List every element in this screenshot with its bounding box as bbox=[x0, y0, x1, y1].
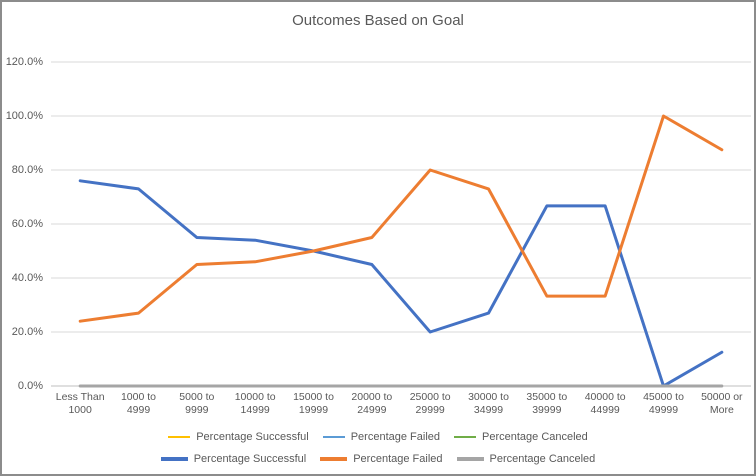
x-axis-label-line: 45000 to bbox=[643, 391, 684, 403]
x-axis-label-line: 24999 bbox=[357, 404, 387, 416]
x-axis-label-line: 1000 to bbox=[120, 391, 157, 403]
x-axis-label-line: More bbox=[709, 404, 734, 416]
legend-row: Percentage Successful Percentage Failed Pe… bbox=[2, 453, 754, 465]
x-axis-label-line: 40000 to bbox=[584, 391, 626, 403]
legend-row: Percentage Successful Percentage Failed Pe… bbox=[2, 431, 754, 443]
y-axis-label: 120.0% bbox=[5, 56, 43, 68]
x-axis-label: 1000 to 4999 bbox=[109, 391, 169, 417]
legend-label: Percentage Canceled bbox=[489, 453, 596, 465]
legend-label: Percentage Canceled bbox=[482, 431, 588, 443]
x-axis-label-line: 49999 bbox=[648, 404, 679, 416]
x-axis-label: 15000 to 19999 bbox=[284, 391, 344, 417]
x-axis-label-line: 44999 bbox=[590, 404, 620, 416]
legend-swatch-percentage-successful bbox=[168, 436, 191, 438]
series-line-percentage-successful bbox=[78, 179, 724, 388]
legend-swatch-percentage-failed bbox=[322, 436, 345, 438]
x-axis-label-line: 39999 bbox=[532, 404, 562, 416]
x-axis-label: 5000 to 9999 bbox=[167, 391, 227, 417]
x-axis-label-line: 20000 to bbox=[351, 391, 393, 403]
x-axis-label: 30000 to 34999 bbox=[459, 391, 519, 417]
x-axis-label: 25000 to 29999 bbox=[400, 391, 460, 417]
x-axis-label-line: 14999 bbox=[240, 404, 270, 416]
y-axis-label: 20.0% bbox=[11, 326, 43, 338]
legend-item: Percentage Failed bbox=[322, 431, 440, 443]
legend-swatch-percentage-canceled bbox=[456, 457, 484, 461]
x-axis-label-line: 9999 bbox=[185, 404, 209, 416]
x-axis-label-line: 50000 or bbox=[701, 391, 743, 403]
x-axis-label-line: 34999 bbox=[473, 404, 504, 416]
legend-label: Percentage Failed bbox=[353, 453, 443, 465]
chart-title: Outcomes Based on Goal bbox=[292, 12, 464, 29]
legend-item: Percentage Failed bbox=[320, 453, 443, 465]
x-axis-label-line: 15000 to bbox=[293, 391, 334, 403]
series-line-percentage-failed bbox=[78, 114, 724, 323]
x-axis-label-line: 29999 bbox=[415, 404, 445, 416]
legend-label: Percentage Successful bbox=[196, 431, 309, 443]
y-axis-label: 60.0% bbox=[11, 218, 43, 230]
x-axis-label: 10000 to 14999 bbox=[225, 391, 285, 417]
y-axis-label: 40.0% bbox=[11, 272, 43, 284]
legend-item: Percentage Canceled bbox=[456, 453, 596, 465]
y-axis-label: 80.0% bbox=[11, 164, 43, 176]
x-axis-label: Less Than 1000 bbox=[50, 391, 110, 417]
legend-item: Percentage Canceled bbox=[454, 431, 588, 443]
legend-item: Percentage Successful bbox=[168, 431, 309, 443]
x-axis-label-line: 30000 to bbox=[468, 391, 509, 403]
legend-item: Percentage Successful bbox=[160, 453, 307, 465]
x-axis-label-line: 5000 to bbox=[179, 391, 215, 403]
x-axis-label-line: 10000 to bbox=[234, 391, 276, 403]
legend-label: Percentage Successful bbox=[193, 453, 307, 465]
legend-swatch-percentage-failed bbox=[320, 457, 348, 461]
y-axis-label: 100.0% bbox=[5, 110, 43, 122]
legend-label: Percentage Failed bbox=[350, 431, 440, 443]
x-axis-label: 45000 to 49999 bbox=[634, 391, 694, 417]
x-axis-label-line: 1000 bbox=[68, 404, 92, 416]
legend-swatch-percentage-successful bbox=[160, 457, 188, 461]
x-axis-label-line: 19999 bbox=[298, 404, 329, 416]
x-axis-label: 20000 to 24999 bbox=[342, 391, 402, 417]
y-axis-label: 0.0% bbox=[17, 380, 43, 392]
x-axis-label-line: 4999 bbox=[126, 404, 151, 416]
x-axis-label-line: 35000 to bbox=[526, 391, 568, 403]
x-axis-label-line: Less Than bbox=[55, 391, 105, 403]
x-axis-label: 50000 or More bbox=[692, 391, 752, 417]
x-axis-label: 40000 to 44999 bbox=[575, 391, 635, 417]
x-axis-label: 35000 to 39999 bbox=[517, 391, 577, 417]
legend-swatch-percentage-canceled bbox=[454, 436, 476, 438]
x-axis-label-line: 25000 to bbox=[409, 391, 451, 403]
